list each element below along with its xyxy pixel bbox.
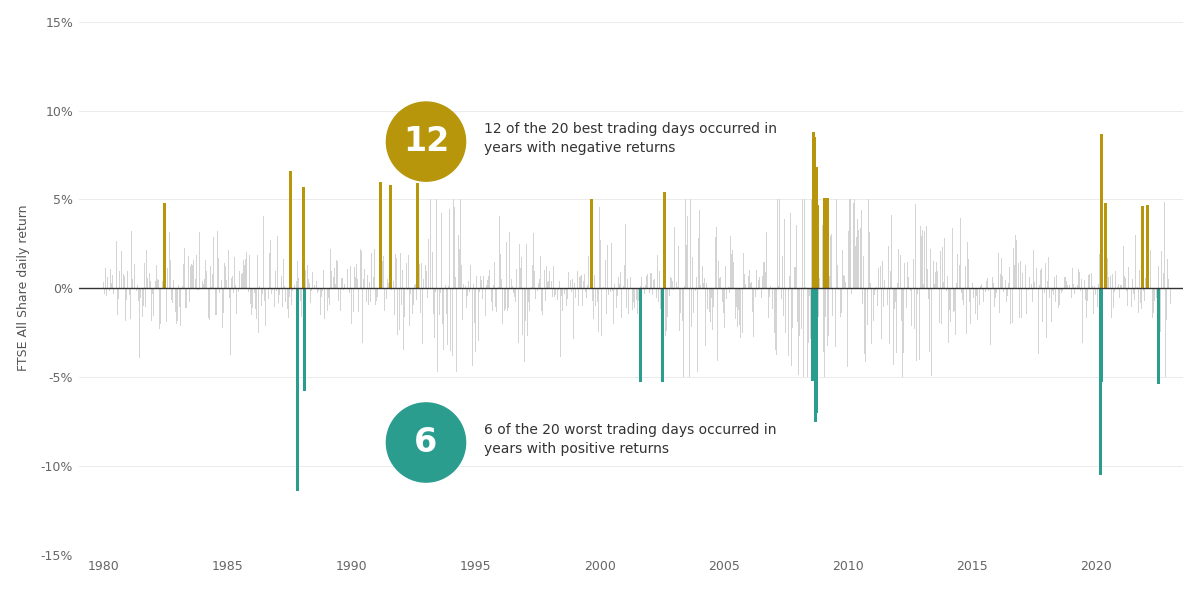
Bar	[814, 137, 816, 289]
Bar	[304, 289, 306, 391]
Bar	[295, 289, 299, 491]
Bar	[1100, 289, 1104, 382]
Bar	[163, 203, 166, 289]
Bar	[1157, 289, 1160, 384]
Bar	[302, 187, 305, 289]
Text: 6: 6	[414, 426, 438, 459]
Bar	[816, 289, 818, 412]
Bar	[664, 192, 666, 289]
Bar	[660, 289, 664, 382]
Bar	[1099, 289, 1102, 475]
Text: 12 of the 20 best trading days occurred in
years with negative returns: 12 of the 20 best trading days occurred …	[484, 122, 776, 155]
Bar	[816, 205, 820, 289]
Text: 12: 12	[403, 125, 449, 158]
Bar	[389, 185, 391, 289]
Bar	[1100, 133, 1103, 289]
Bar	[814, 289, 817, 421]
Bar	[811, 289, 814, 381]
Bar	[812, 132, 815, 289]
Bar	[823, 198, 826, 289]
Bar	[640, 289, 642, 382]
Bar	[826, 198, 829, 289]
Bar	[416, 183, 419, 289]
Bar	[1104, 203, 1106, 289]
Bar	[289, 171, 293, 289]
Bar	[812, 289, 816, 381]
Text: 6 of the 20 worst trading days occurred in
years with positive returns: 6 of the 20 worst trading days occurred …	[484, 423, 776, 456]
Bar	[590, 199, 593, 289]
Bar	[1146, 205, 1148, 289]
Bar	[815, 168, 818, 289]
Bar	[379, 182, 382, 289]
Bar	[1141, 206, 1144, 289]
Y-axis label: FTSE All Share daily return: FTSE All Share daily return	[17, 205, 30, 372]
